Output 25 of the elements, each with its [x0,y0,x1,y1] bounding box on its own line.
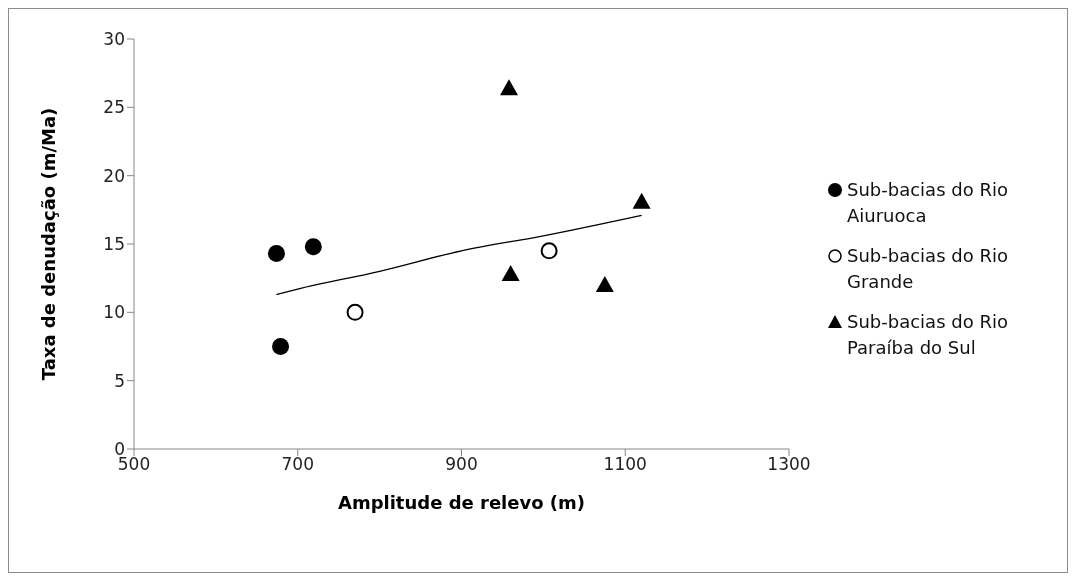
y-tick-label: 20 [103,165,125,186]
point [267,245,285,263]
y-tick-label: 10 [103,302,125,323]
x-tick-label: 1100 [603,454,647,475]
y-tick-label: 30 [103,29,125,50]
x-axis-title: Amplitude de relevo (m) [337,492,586,513]
point [540,242,558,260]
x-tick-label: 1300 [767,454,811,475]
point [346,303,364,321]
point [499,79,518,96]
x-tick-label: 900 [445,454,478,475]
y-axis-title: Taxa de denudação (m/Ma) [38,107,60,381]
legend-label: Sub-bacias do Rio Aiuruoca [847,178,1009,228]
y-tick-label: 5 [114,370,125,391]
point [595,276,614,292]
point [501,265,520,282]
x-tick-label: 700 [281,454,314,475]
point [272,338,290,355]
legend-label: Sub-bacias do Rio Grande [847,244,1009,294]
y-tick-label: 15 [103,234,125,255]
point [304,238,322,256]
legend-label: Sub-bacias do Rio Paraíba do Sul [847,310,1009,360]
point [632,192,651,209]
y-tick-label: 25 [103,97,125,118]
line-series [275,214,643,296]
